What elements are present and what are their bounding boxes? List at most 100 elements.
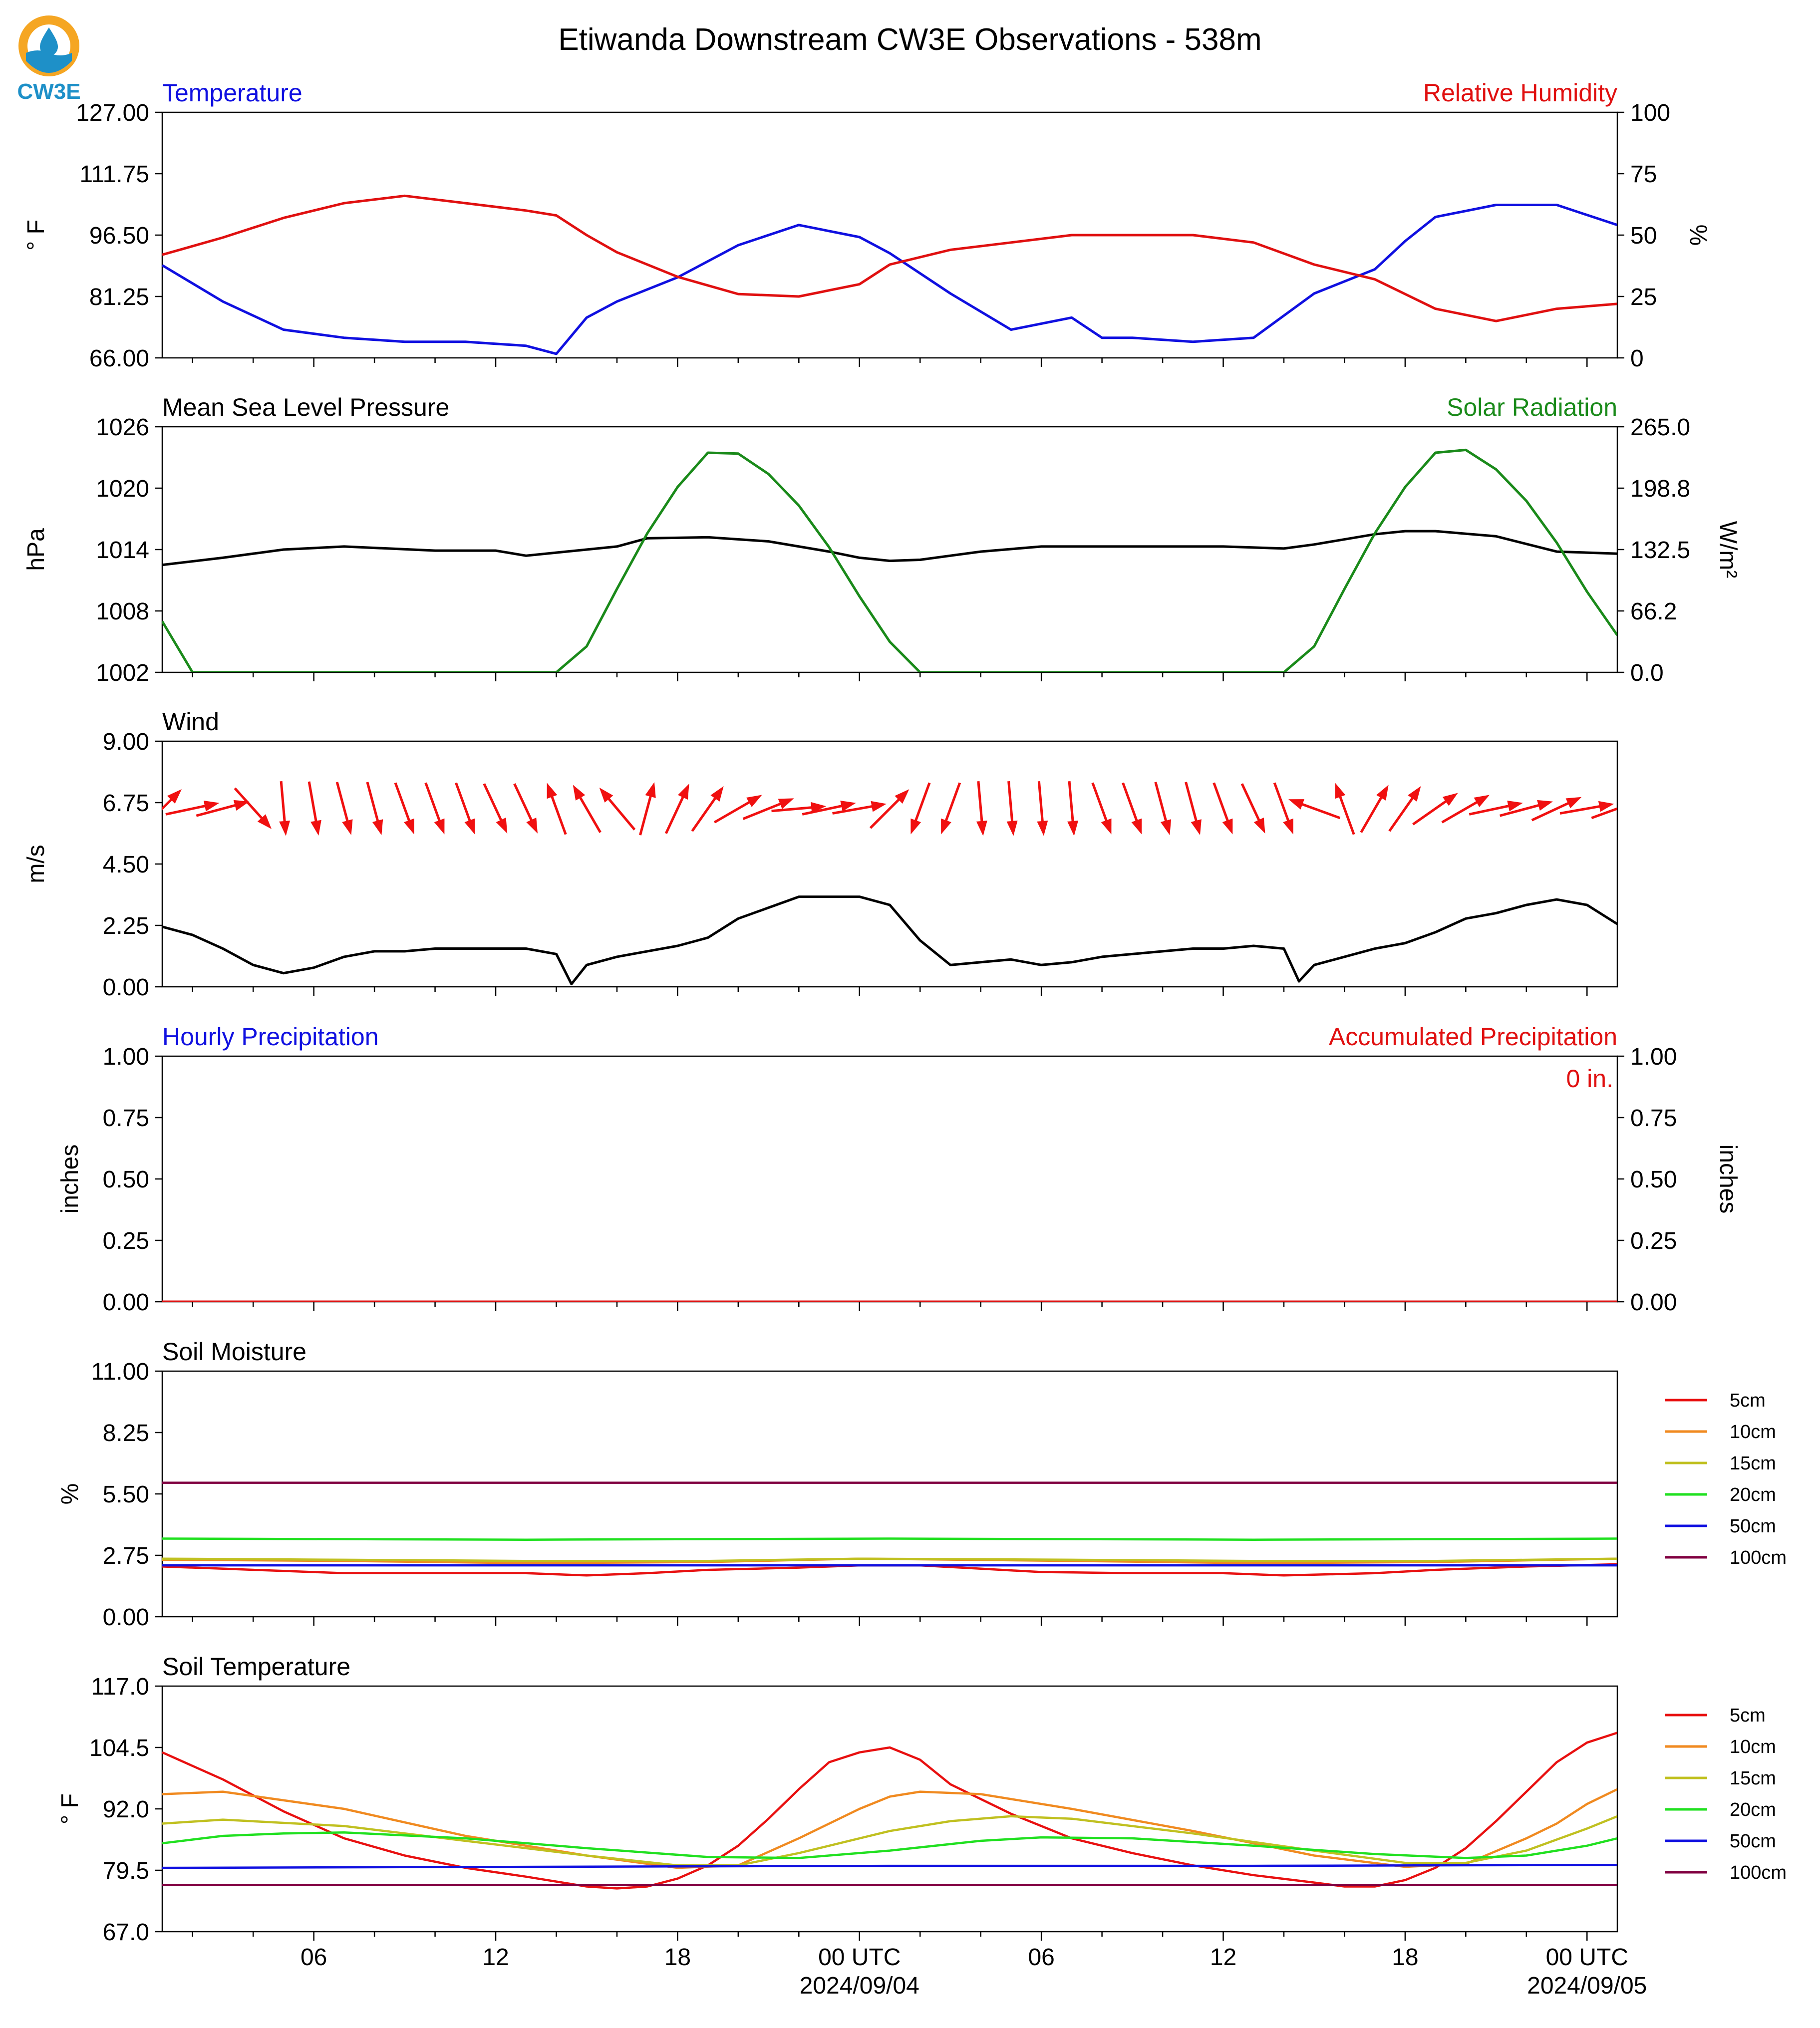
panel-title-left: Soil Temperature <box>162 1653 350 1681</box>
wind-arrow <box>1240 783 1265 834</box>
wind-arrow <box>1185 782 1202 836</box>
y-tick-label-left: 1008 <box>96 598 149 625</box>
plot-data <box>162 194 1617 355</box>
logo-water <box>26 50 72 73</box>
wind-arrow-shaft <box>1500 803 1545 817</box>
y-tick-label-left: 67.0 <box>103 1919 149 1946</box>
wind-arrow-head <box>1067 820 1079 836</box>
wind-arrow-shaft <box>1037 781 1044 828</box>
wind-arrow-head <box>976 820 987 836</box>
wind-arrow-head <box>434 818 445 835</box>
wind-arrow-head <box>1288 799 1304 810</box>
y-axis-label-right: % <box>1685 225 1711 246</box>
wind-arrow-head <box>1222 818 1233 835</box>
x-date-label: 2024/09/05 <box>1527 1973 1647 1999</box>
wind-arrow-head <box>526 818 538 834</box>
wind-arrow-shaft <box>802 803 848 816</box>
legend-label: 15cm <box>1730 1768 1776 1789</box>
wind-arrow-head <box>1037 820 1048 836</box>
wind-arrow-shaft <box>280 781 287 828</box>
cw3e-logo: CW3E <box>17 15 81 104</box>
y-tick-label-left: 0.25 <box>103 1228 149 1254</box>
wind-arrow <box>165 801 220 816</box>
y-tick-label-right: 0.25 <box>1630 1228 1677 1254</box>
wind-arrow <box>1500 800 1553 817</box>
wind-arrow-shaft <box>1007 781 1014 828</box>
series-line-20cm <box>162 1831 1617 1859</box>
y-tick-label-left: 4.50 <box>103 852 149 878</box>
wind-arrow-shaft <box>576 792 602 833</box>
wind-arrow-shaft <box>1240 783 1263 826</box>
wind-arrow-head <box>1537 800 1553 811</box>
wind-arrow-shaft <box>1273 782 1291 827</box>
wind-arrow-head <box>167 789 182 804</box>
x-tick-label: 00 UTC <box>818 1944 901 1971</box>
wind-arrow-head <box>257 814 272 829</box>
x-date-label: 2024/09/04 <box>800 1973 919 1999</box>
series-line-relative-humidity <box>162 194 1617 322</box>
wind-arrow-head <box>941 818 951 835</box>
y-tick-label-left: 6.75 <box>103 790 149 817</box>
x-tick-label: 18 <box>664 1944 691 1971</box>
wind-arrow-head <box>645 782 656 798</box>
panel-title-left: Temperature <box>162 79 303 107</box>
plot-data <box>162 1481 1617 1577</box>
y-axis-label-left: % <box>57 1483 83 1505</box>
x-tick-label: 12 <box>1210 1944 1236 1971</box>
wind-arrow <box>742 798 794 820</box>
wind-arrow-head <box>599 787 613 803</box>
wind-arrow <box>279 781 291 836</box>
panel-temperature_rh: Temperature Relative Humidity 127.00 111.75… <box>23 79 1711 372</box>
wind-arrow-head <box>1408 786 1421 802</box>
panel-precipitation: Hourly Precipitation Accumulated Precipit… <box>57 1023 1741 1316</box>
wind-arrow-shaft <box>942 782 961 827</box>
wind-arrow-head <box>496 818 508 834</box>
legend-label: 10cm <box>1730 1737 1776 1757</box>
wind-arrow-shaft <box>664 791 687 834</box>
series-line-wind-speed <box>162 895 1617 985</box>
series-line-mean-sea-level-pressure <box>162 530 1617 567</box>
wind-arrow-shaft <box>1388 793 1417 832</box>
wind-arrow-head <box>1006 820 1018 836</box>
wind-arrow-shaft <box>1337 791 1355 835</box>
wind-arrow-shaft <box>162 795 176 811</box>
wind-arrow <box>1469 801 1523 816</box>
legend-label: 15cm <box>1730 1453 1776 1474</box>
panel-title-right: Solar Radiation <box>1447 393 1617 421</box>
wind-arrow-head <box>1376 785 1389 801</box>
y-tick-label-left: 5.50 <box>103 1481 149 1508</box>
y-tick-label-left: 8.25 <box>103 1420 149 1447</box>
wind-arrow <box>234 787 272 829</box>
y-tick-label-left: 117.0 <box>91 1674 149 1700</box>
wind-arrow-head <box>310 820 321 836</box>
legend-label: 20cm <box>1730 1484 1776 1505</box>
wind-arrow-head <box>710 786 724 802</box>
legend-label: 100cm <box>1730 1547 1787 1568</box>
wind-arrow-shaft <box>977 781 984 828</box>
wind-arrow-shaft <box>742 800 786 820</box>
y-tick-label-left: 0.00 <box>103 1289 149 1316</box>
wind-arrow <box>1154 782 1172 836</box>
wind-arrow-shaft <box>307 781 318 827</box>
wind-arrow-head <box>1474 795 1490 808</box>
plot-data <box>162 781 1617 985</box>
wind-arrow <box>941 782 961 835</box>
y-tick-label-left: 1020 <box>96 476 149 502</box>
y-tick-label-left: 0.75 <box>103 1105 149 1132</box>
wind-arrow-head <box>778 798 794 809</box>
y-axis-label-left: ° F <box>57 1793 83 1824</box>
legend-label: 10cm <box>1730 1422 1776 1443</box>
wind-arrow-shaft <box>165 803 211 816</box>
wind-arrow <box>196 800 250 817</box>
y-tick-label-left: 66.00 <box>89 345 149 372</box>
x-tick-label: 06 <box>1028 1944 1054 1971</box>
wind-arrow-shaft <box>771 806 818 813</box>
wind-arrow-shaft <box>394 782 412 827</box>
y-tick-label-right: 0.50 <box>1630 1166 1677 1193</box>
series-line-15cm <box>162 1815 1617 1867</box>
wind-arrow-head <box>910 818 921 835</box>
y-axis-label-left: inches <box>57 1145 83 1214</box>
legend-label: 50cm <box>1730 1516 1776 1537</box>
y-tick-label-left: 127.00 <box>76 100 149 126</box>
